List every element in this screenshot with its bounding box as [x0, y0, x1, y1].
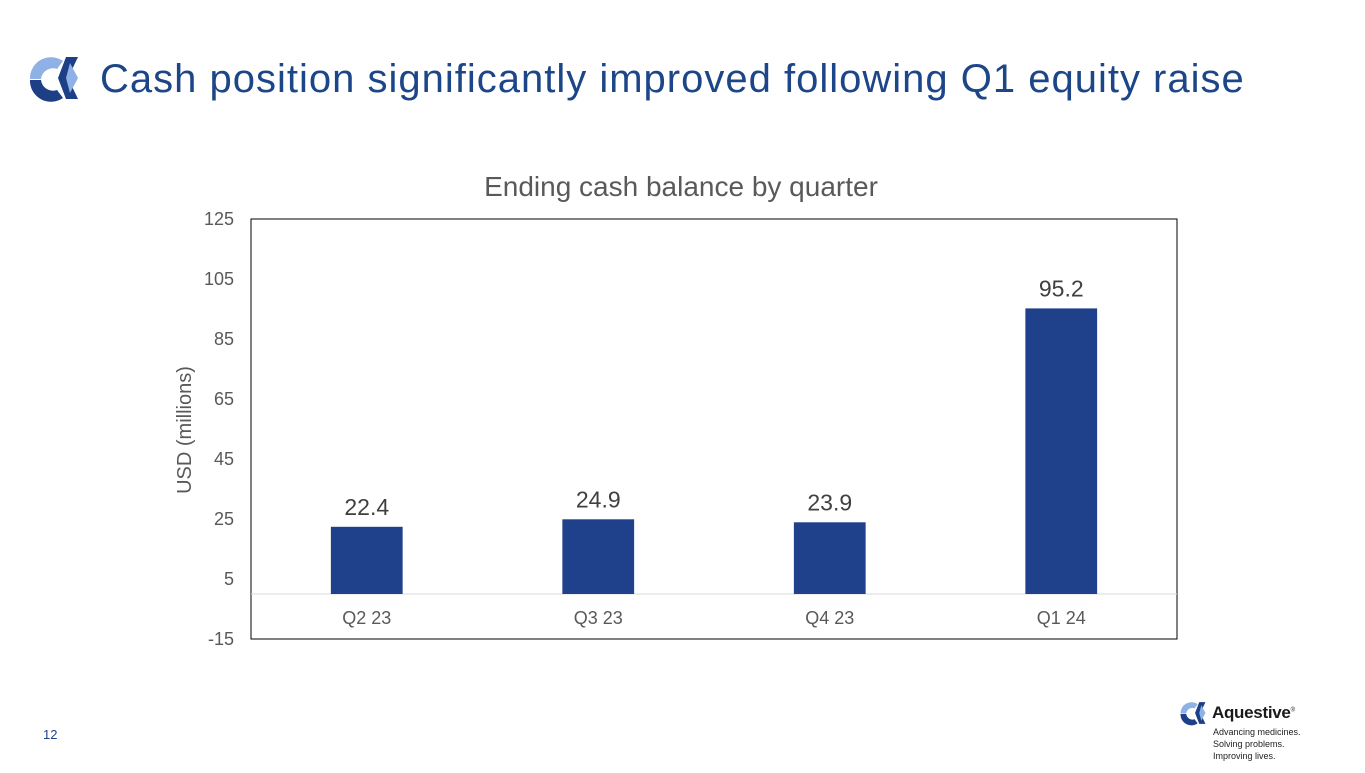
y-tick-label: 25 — [214, 509, 234, 529]
bars — [330, 308, 1098, 594]
y-tick-label: 125 — [204, 209, 234, 229]
y-tick-label: 45 — [214, 449, 234, 469]
y-tick-label: 105 — [204, 269, 234, 289]
brand-name: Aquestive® — [1212, 703, 1295, 723]
y-tick-label: 85 — [214, 329, 234, 349]
slide-title: Cash position significantly improved fol… — [100, 57, 1245, 101]
data-label: 23.9 — [807, 489, 852, 515]
bar-q4-23 — [793, 522, 866, 594]
plot-area — [250, 218, 1178, 640]
data-label: 95.2 — [1039, 275, 1084, 301]
page-number: 12 — [43, 727, 58, 742]
y-axis-ticks: -15 5 25 45 65 85 105 125 — [204, 209, 234, 649]
data-label: 24.9 — [576, 486, 621, 512]
data-label: 22.4 — [344, 494, 389, 520]
y-tick-label: 65 — [214, 389, 234, 409]
brand-tagline-line-1: Advancing medicines. — [1213, 727, 1301, 737]
bar-q3-23 — [562, 519, 635, 594]
brand-name-text: Aquestive — [1212, 703, 1291, 722]
data-labels: 22.4 24.9 23.9 95.2 — [344, 275, 1083, 519]
category-label: Q2 23 — [342, 608, 391, 628]
brand-trademark: ® — [1290, 707, 1295, 714]
bar-q2-23 — [330, 526, 403, 594]
y-tick-label: 5 — [224, 569, 234, 589]
chart-title: Ending cash balance by quarter — [484, 171, 878, 202]
brand-logo-mark — [1180, 702, 1206, 726]
bar-q1-24 — [1025, 308, 1098, 594]
company-logo-mark — [29, 57, 78, 102]
category-label: Q1 24 — [1037, 608, 1086, 628]
brand-tagline-line-2: Solving problems. — [1213, 739, 1285, 749]
brand-block: Aquestive® Advancing medicines. Solving … — [1178, 700, 1338, 766]
y-axis-title: USD (millions) — [174, 366, 196, 494]
category-label: Q3 23 — [574, 608, 623, 628]
brand-tagline-line-3: Improving lives. — [1213, 751, 1276, 761]
category-label: Q4 23 — [805, 608, 854, 628]
y-tick-label: -15 — [208, 629, 234, 649]
category-labels: Q2 23 Q3 23 Q4 23 Q1 24 — [342, 608, 1086, 628]
